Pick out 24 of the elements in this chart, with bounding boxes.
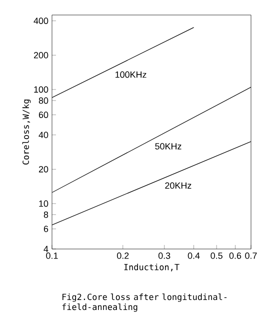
x-tick-label: 0.7 [245, 252, 257, 259]
y-tick-label: 4 [44, 246, 48, 252]
y-tick-label: 100 [34, 86, 48, 93]
x-tick-label: 0.1 [46, 252, 58, 259]
y-axis-title: Coreloss,W/kg [22, 100, 31, 165]
y-tick-label: 80 [38, 97, 48, 104]
series-label: 100KHz [116, 71, 146, 78]
x-tick-label: 0.4 [188, 252, 200, 259]
y-tick-label: 60 [38, 112, 48, 118]
x-tick-label: 0.5 [210, 252, 222, 259]
y-tick-label: 6 [44, 226, 48, 232]
y-tick-label: 20 [38, 166, 48, 172]
x-tick-label: 0.2 [116, 252, 129, 259]
x-tick-label: 0.6 [229, 252, 242, 259]
y-tick-label: 8 [44, 211, 48, 218]
y-tick-label: 10 [39, 200, 48, 207]
y-tick-label: 400 [34, 18, 48, 24]
y-tick-label: 40 [38, 132, 48, 138]
series-label: 20KHz [165, 182, 192, 189]
series-label: 50KHz [155, 143, 182, 150]
text: Fig2.Core loss after longitudinal-field-annealing [62, 294, 227, 312]
x-axis-title: Induction,T [124, 264, 180, 272]
y-tick-label: 200 [34, 52, 48, 58]
x-tick-label: 0.3 [158, 252, 170, 259]
